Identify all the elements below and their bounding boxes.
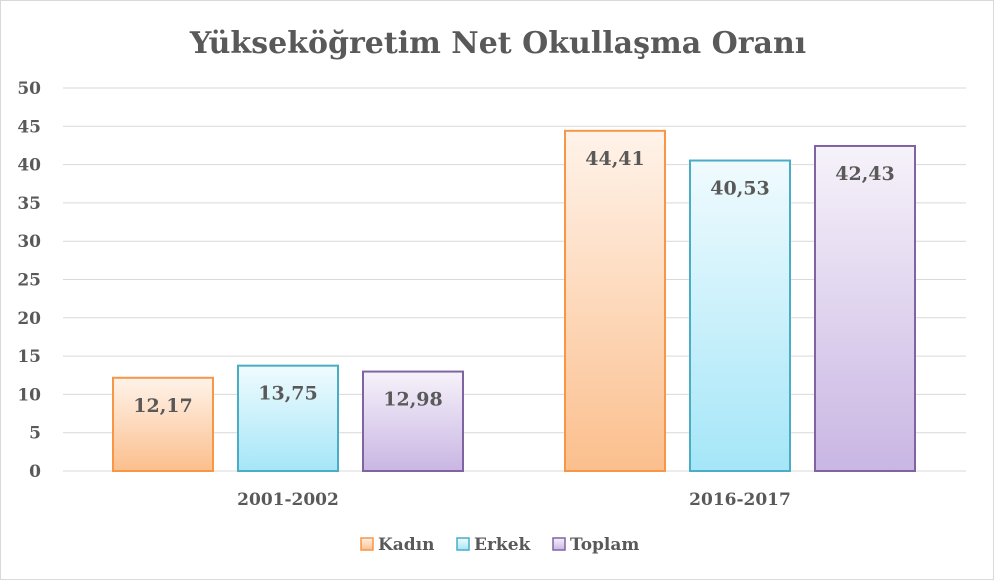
x-tick-label: 2001-2002 [237,490,339,510]
chart-title: Yükseköğretim Net Okullaşma Oranı [189,26,806,61]
y-tick-label: 45 [17,117,41,137]
data-label: 12,98 [383,389,443,411]
legend: Kadın Erkek Toplam [360,535,639,555]
bar-erkek-2001-2002 [237,364,339,472]
x-tick-label: 2016-2017 [689,490,791,510]
y-tick-label: 50 [17,79,41,99]
data-labels: 12,17 13,75 12,98 44,41 40,53 42,43 [133,148,895,417]
legend-label-kadın: Kadın [378,535,435,555]
legend-swatch-kadın [360,537,374,551]
data-label: 13,75 [258,383,318,405]
data-label: 12,17 [133,395,193,417]
bar-erkek-2016-2017 [689,159,791,473]
y-tick-label: 15 [17,347,41,367]
y-tick-label: 5 [29,424,41,444]
y-tick-label: 25 [17,271,41,291]
bar-kadın-2001-2002 [112,376,214,472]
data-label: 42,43 [835,163,895,185]
y-tick-label: 0 [29,462,41,482]
legend-label-toplam: Toplam [570,535,639,555]
y-axis-ticks: 0 5 10 15 20 25 30 35 40 45 50 [17,79,41,482]
legend-swatch-toplam [552,537,566,551]
y-tick-label: 40 [17,156,41,176]
bar-toplam-2001-2002 [362,370,464,473]
legend-label-erkek: Erkek [474,535,532,555]
y-tick-label: 30 [17,232,41,252]
x-axis-ticks: 2001-2002 2016-2017 [237,490,791,510]
y-tick-label: 10 [17,385,41,405]
bar-kadın-2016-2017 [564,129,666,472]
y-tick-label: 35 [17,194,41,214]
data-label: 44,41 [585,148,645,170]
y-tick-label: 20 [17,309,41,329]
bar-toplam-2016-2017 [814,144,916,472]
data-label: 40,53 [710,178,770,200]
bars [112,129,916,473]
legend-swatch-erkek [456,537,470,551]
